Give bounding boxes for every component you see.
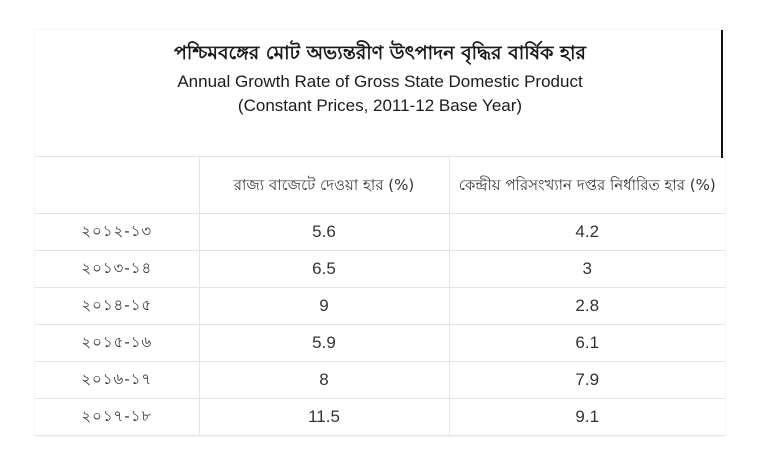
header-cso-rate: কেন্দ্রীয় পরিসংখ্যান দপ্তর নির্ধারিত হা… [448,156,725,214]
state-budget-rate-cell: 6.5 [198,250,449,288]
vertical-divider [721,30,723,158]
table-row: ২০১৪-১৫ 9 2.8 [35,287,725,325]
header-row: রাজ্য বাজেটে দেওয়া হার (%) কেন্দ্রীয় প… [35,156,725,214]
year-cell: ২০১৭-১৮ [35,398,199,436]
table-row: ২০১৬-১৭ 8 7.9 [35,361,725,399]
header-year [35,156,199,214]
title-bengali: পশ্চিমবঙ্গের মোট অভ্যন্তরীণ উৎপাদন বৃদ্ধ… [174,42,586,64]
growth-rate-table: রাজ্য বাজেটে দেওয়া হার (%) কেন্দ্রীয় প… [35,156,725,436]
cso-rate-cell: 6.1 [448,324,725,362]
table-row: ২০১২-১৩ 5.6 4.2 [35,213,725,251]
year-cell: ২০১৩-১৪ [35,250,199,288]
cso-rate-cell: 9.1 [448,398,725,436]
year-cell: ২০১৪-১৫ [35,287,199,325]
cso-rate-cell: 3 [448,250,725,288]
state-budget-rate-cell: 5.9 [198,324,449,362]
title-english: Annual Growth Rate of Gross State Domest… [35,70,725,118]
year-cell: ২০১৬-১৭ [35,361,199,399]
title-english-line1: Annual Growth Rate of Gross State Domest… [177,72,583,91]
cso-rate-cell: 4.2 [448,213,725,251]
title-english-line2: (Constant Prices, 2011-12 Base Year) [237,96,523,115]
table-card: পশ্চিমবঙ্গের মোট অভ্যন্তরীণ উৎপাদন বৃদ্ধ… [35,30,725,436]
state-budget-rate-cell: 5.6 [198,213,449,251]
state-budget-rate-cell: 11.5 [198,398,449,436]
cso-rate-cell: 7.9 [448,361,725,399]
state-budget-rate-cell: 9 [198,287,449,325]
cso-rate-cell: 2.8 [448,287,725,325]
state-budget-rate-cell: 8 [198,361,449,399]
table-row: ২০১৩-১৪ 6.5 3 [35,250,725,288]
year-cell: ২০১৫-১৬ [35,324,199,362]
year-cell: ২০১২-১৩ [35,213,199,251]
table-row: ২০১৫-১৬ 5.9 6.1 [35,324,725,362]
table-row: ২০১৭-১৮ 11.5 9.1 [35,398,725,436]
header-state-budget-rate: রাজ্য বাজেটে দেওয়া হার (%) [198,156,449,214]
